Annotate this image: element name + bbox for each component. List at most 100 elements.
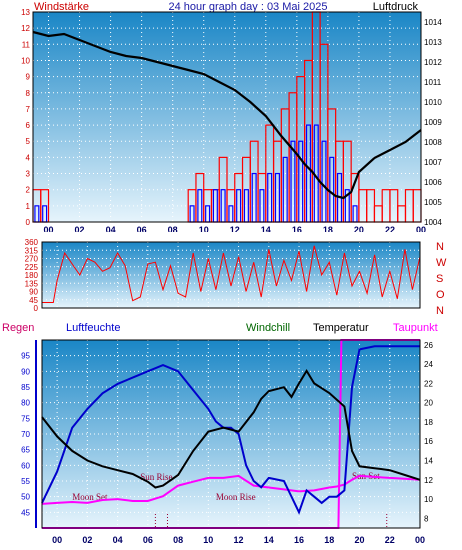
temperature-y-tick-label: 8: [424, 514, 429, 523]
bot-x-tick-label: 12: [234, 535, 244, 545]
wind-y-tick-label: 7: [26, 105, 31, 114]
direction-y-tick-label: 135: [25, 279, 39, 288]
pressure-y-tick-label: 1011: [424, 78, 442, 87]
humidity-y-tick-label: 50: [21, 493, 30, 502]
direction-y-tick-label: 360: [25, 238, 39, 247]
dewpoint-label: Taupunkt: [393, 322, 438, 334]
temperature-y-tick-label: 22: [424, 379, 433, 388]
bot-x-tick-label: 14: [264, 535, 274, 545]
bot-x-tick-label: 22: [385, 535, 395, 545]
humidity-y-tick-label: 85: [21, 383, 30, 392]
top-x-tick-label: 00: [416, 225, 426, 232]
temp-plot-area: [42, 340, 420, 528]
wind-y-tick-label: 2: [26, 186, 31, 195]
pressure-y-tick-label: 1007: [424, 158, 442, 167]
top-x-tick-label: 02: [75, 225, 85, 232]
wind-y-tick-label: 13: [21, 8, 30, 17]
sun-rise-annotation: Sun Rise: [140, 472, 172, 482]
temperature-y-tick-label: 26: [424, 341, 433, 350]
temperature-y-tick-label: 16: [424, 437, 433, 446]
top-plot-frame: [32, 11, 422, 223]
top-x-tick-label: 12: [230, 225, 240, 232]
temperature-y-tick-label: 20: [424, 399, 433, 408]
compass-s: S: [436, 273, 443, 285]
direction-plot-area: [42, 242, 420, 308]
top-x-tick-label: 16: [292, 225, 302, 232]
wind-axis-label: Windstärke: [34, 1, 89, 13]
top-x-tick-label: 04: [106, 225, 116, 232]
wind-y-tick-label: 1: [26, 202, 31, 211]
pressure-y-tick-label: 1010: [424, 98, 442, 107]
humidity-y-tick-label: 45: [21, 508, 30, 517]
pressure-y-tick-label: 1012: [424, 58, 442, 67]
top-x-tick-label: 10: [199, 225, 209, 232]
direction-y-tick-label: 225: [25, 263, 39, 272]
moon-set-annotation: Moon Set: [72, 492, 108, 502]
compass-n-bottom: N: [436, 305, 444, 316]
humidity-y-tick-label: 70: [21, 430, 30, 439]
bot-x-tick-label: 16: [294, 535, 304, 545]
top-x-tick-label: 00: [44, 225, 54, 232]
direction-y-tick-label: 0: [34, 304, 39, 313]
direction-y-tick-label: 45: [29, 296, 38, 305]
wind-pressure-chart: Windstärke 24 hour graph day : 03 Mai 20…: [0, 0, 462, 232]
wind-y-tick-label: 4: [26, 153, 31, 162]
bot-plot-frame: [41, 339, 421, 529]
wind-y-tick-label: 3: [26, 170, 31, 179]
humidity-y-tick-label: 60: [21, 461, 30, 470]
compass-n-top: N: [436, 241, 444, 253]
direction-y-tick-label: 90: [29, 288, 38, 297]
bot-x-tick-label: 00: [415, 535, 425, 545]
chart-title: 24 hour graph day : 03 Mai 2025: [168, 1, 327, 13]
humidity-y-tick-label: 65: [21, 446, 30, 455]
pressure-y-tick-label: 1004: [424, 218, 442, 227]
wind-direction-line: [42, 245, 421, 303]
wind-y-tick-label: 8: [26, 89, 31, 98]
bot-x-tick-label: 06: [143, 535, 153, 545]
pressure-line: [32, 30, 422, 200]
compass-w: W: [436, 257, 447, 269]
pressure-axis-label: Luftdruck: [373, 1, 419, 13]
bot-x-tick-label: 00: [52, 535, 62, 545]
top-x-tick-label: 14: [261, 225, 271, 232]
bot-x-tick-label: 08: [173, 535, 183, 545]
rain-label: Regen: [2, 322, 34, 334]
direction-y-tick-label: 180: [25, 271, 39, 280]
temperature-y-tick-label: 10: [424, 495, 433, 504]
wind-y-tick-label: 10: [21, 56, 30, 65]
wind-y-tick-label: 0: [26, 218, 31, 227]
humidity-y-tick-label: 90: [21, 367, 30, 376]
temperature-label: Temperatur: [313, 322, 369, 334]
compass-o: O: [436, 289, 445, 301]
dewpoint-line: [41, 474, 421, 505]
wind-y-tick-label: 5: [26, 137, 31, 146]
temperature-y-tick-label: 24: [424, 360, 433, 369]
windchill-label: Windchill: [246, 322, 290, 334]
bot-x-tick-label: 18: [324, 535, 334, 545]
top-x-tick-label: 08: [168, 225, 178, 232]
direction-y-tick-label: 270: [25, 255, 39, 264]
bot-x-tick-label: 20: [355, 535, 365, 545]
wind-y-tick-label: 12: [21, 24, 30, 33]
pressure-y-tick-label: 1009: [424, 118, 442, 127]
pressure-y-tick-label: 1006: [424, 178, 442, 187]
temperature-y-tick-label: 14: [424, 457, 433, 466]
bot-x-tick-label: 04: [113, 535, 123, 545]
humidity-y-tick-label: 95: [21, 352, 30, 361]
temperature-line: [41, 368, 421, 489]
temperature-y-tick-label: 12: [424, 476, 433, 485]
dir-plot-frame: [41, 241, 421, 309]
humidity-line: [41, 345, 420, 515]
pressure-y-tick-label: 1005: [424, 198, 442, 207]
humidity-label: Luftfeuchte: [66, 322, 120, 334]
temp-humidity-chart: Regen Luftfeuchte Windchill Temperatur T…: [2, 322, 438, 545]
humidity-y-tick-label: 80: [21, 399, 30, 408]
pressure-y-tick-label: 1013: [424, 38, 442, 47]
pressure-y-tick-label: 1014: [424, 18, 442, 27]
humidity-y-tick-label: 55: [21, 477, 30, 486]
wind-y-tick-label: 9: [26, 73, 31, 82]
wind-y-tick-label: 11: [22, 40, 31, 49]
temperature-y-tick-label: 18: [424, 418, 433, 427]
direction-y-tick-label: 315: [25, 246, 39, 255]
